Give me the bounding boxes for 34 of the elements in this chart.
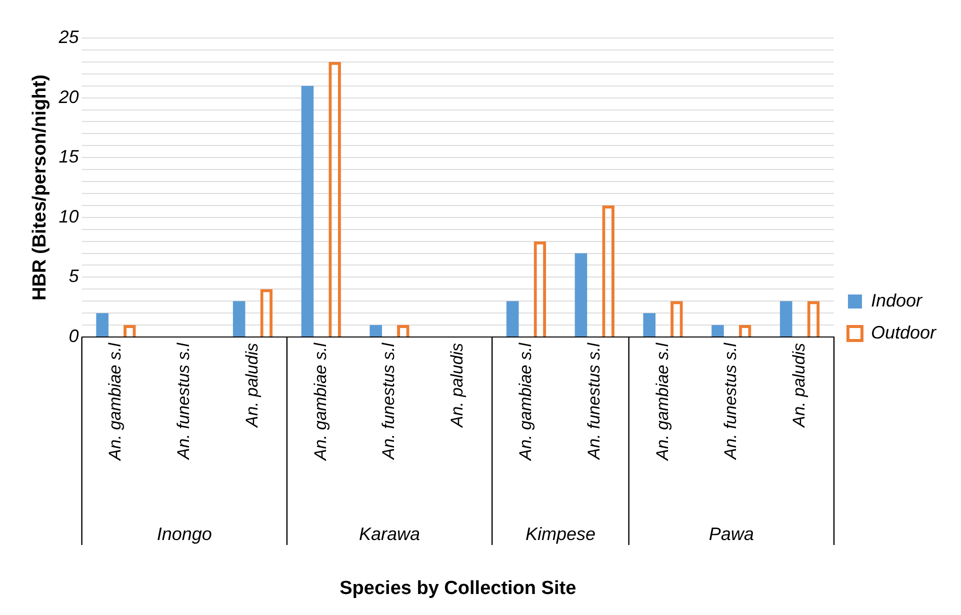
text: Inongo xyxy=(156,524,212,544)
x-tick-label: An. gambiae s.l xyxy=(310,342,330,462)
y-tick-label: 5 xyxy=(68,266,80,286)
text: Kimpese xyxy=(525,524,596,544)
bar xyxy=(96,313,108,336)
bar xyxy=(712,325,724,336)
bar xyxy=(232,301,246,336)
x-tick-label: An. funestus s.l xyxy=(721,342,740,460)
x-tick-label: An. paludis xyxy=(790,342,809,428)
x-tick-label: An. gambiae s.l xyxy=(516,342,535,462)
bar xyxy=(574,253,588,336)
x-tick-label: An. funestus s.l xyxy=(584,342,604,460)
y-tick-label: 25 xyxy=(58,27,80,47)
bar xyxy=(780,301,792,336)
y-tick-label: 0 xyxy=(68,326,79,346)
legend-label: Indoor xyxy=(870,290,924,310)
x-tick-label: An. gambiae s.l xyxy=(106,342,125,462)
text: Karawa xyxy=(359,524,420,544)
x-tick-label: An. funestus s.l xyxy=(174,342,194,460)
y-tick-label: 10 xyxy=(58,206,79,226)
x-tick-label: An. gambiae s.l xyxy=(652,342,672,462)
y-tick-label: 15 xyxy=(58,146,80,167)
bar xyxy=(301,86,314,336)
bar xyxy=(506,301,519,336)
x-tick-label: An. funestus s.l xyxy=(379,342,398,460)
y-axis-title: HBR (Bites/person/night) xyxy=(30,74,51,300)
bar xyxy=(370,325,382,336)
text: Pawa xyxy=(708,524,754,544)
x-tick-label: An. paludis xyxy=(242,342,262,428)
y-tick-label: 20 xyxy=(58,86,79,107)
x-tick-label: An. paludis xyxy=(448,342,467,428)
legend-label: Outdoor xyxy=(870,322,938,342)
bar xyxy=(643,313,656,336)
text: Species by Collection Site xyxy=(340,578,576,600)
